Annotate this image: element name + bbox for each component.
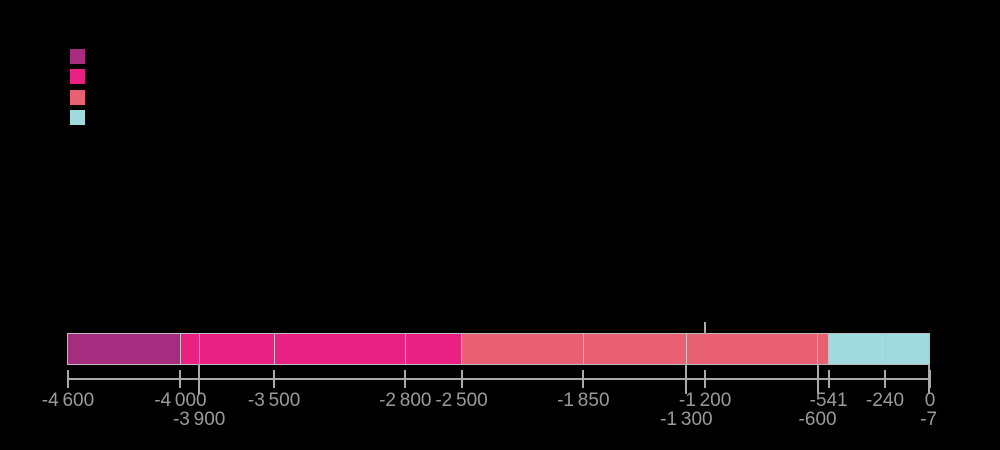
segment-divider [198, 334, 200, 364]
segment-divider [179, 334, 181, 364]
legend-series-4-swatch [70, 110, 85, 125]
segment-divider [828, 334, 830, 364]
bar-segment [274, 334, 406, 364]
bar-segment [180, 334, 200, 364]
bar-segment [405, 334, 462, 364]
axis-tick [273, 370, 276, 388]
bar-segment [828, 334, 885, 364]
bar-segment [461, 334, 584, 364]
axis-tick [929, 370, 931, 388]
bar-segment [583, 334, 687, 364]
axis-tick [460, 370, 463, 388]
segment-divider [461, 334, 463, 364]
axis-tick [582, 370, 585, 388]
tick-label: -4 000 [154, 390, 207, 411]
bar-segment [199, 334, 275, 364]
segment-divider [685, 334, 687, 364]
tick-label: -4 600 [41, 390, 95, 411]
tick-label: -240 [866, 390, 905, 411]
bar-segment [885, 334, 929, 364]
tick-label: -1 850 [557, 390, 610, 411]
segment-divider [884, 334, 886, 364]
segment-divider [582, 334, 584, 364]
legend-series-1-swatch [70, 49, 85, 64]
segment-divider [817, 334, 819, 364]
tick-label: -1 200 [678, 390, 732, 411]
tick-label: -2 800 [379, 390, 432, 411]
axis-tick [704, 370, 707, 388]
axis-tick [816, 364, 819, 394]
tick-label: 0 [924, 390, 936, 411]
bar-segment [68, 334, 181, 364]
axis-tick [884, 370, 887, 388]
legend-series-3-swatch [70, 90, 85, 105]
tick-label: -7 [920, 409, 938, 430]
event-marker-line [704, 322, 707, 334]
axis-tick [67, 370, 69, 388]
axis-tick [927, 364, 930, 394]
legend-series-2-swatch [70, 69, 85, 84]
axis-tick [179, 370, 182, 388]
tick-label: -600 [798, 409, 837, 430]
axis-tick [685, 364, 688, 394]
tick-label: -1 300 [660, 409, 713, 430]
axis-tick [198, 364, 201, 394]
tick-label: -3 500 [247, 390, 301, 411]
segment-divider [273, 334, 275, 364]
timeline-bar-outline [67, 333, 930, 365]
tick-label: -541 [809, 390, 848, 411]
bar-segment [817, 334, 829, 364]
x-axis-line [68, 378, 930, 380]
tick-label: -2 500 [435, 390, 488, 411]
segment-divider [404, 334, 406, 364]
bar-segment [686, 334, 818, 364]
axis-tick [404, 370, 407, 388]
axis-tick [827, 370, 830, 388]
tick-label: -3 900 [172, 409, 226, 430]
